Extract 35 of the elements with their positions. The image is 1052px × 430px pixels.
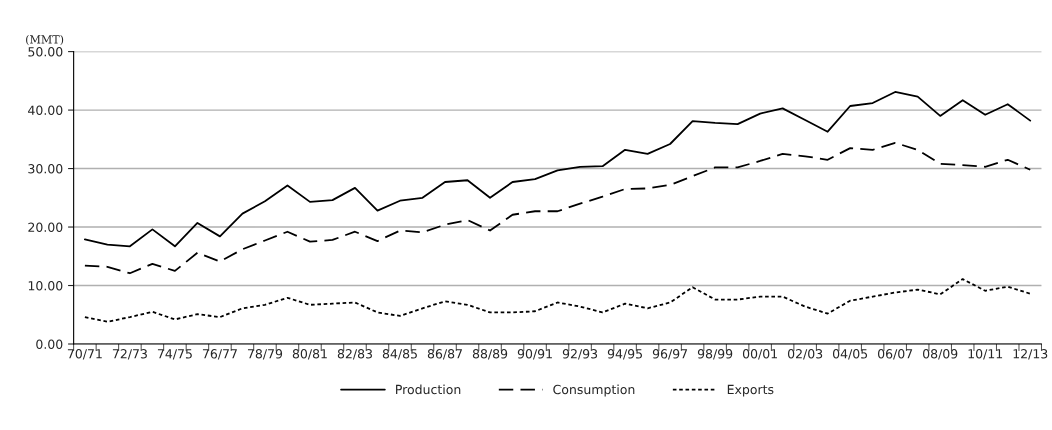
x-tick-label: 10/11 [968,349,1003,360]
legend-label: Consumption [553,384,635,397]
y-tick-label: 10.00 [28,280,63,291]
line-series [83,278,1032,323]
legend-label: Exports [727,384,774,397]
x-tick-label: 08/09 [923,349,958,360]
x-tick-label: 78/79 [247,349,283,360]
line-series [83,91,1032,248]
x-tick-label: 04/05 [832,349,868,360]
y-tick-label: 40.00 [28,105,63,116]
x-tick-label: 00/01 [742,349,777,360]
line-series [83,141,1032,275]
x-tick-label: 92/93 [562,349,598,360]
legend-label: Production [396,384,461,395]
x-tick-label: 94/95 [607,349,642,360]
x-tick-label: 70/71 [67,349,102,360]
x-tick-label: 72/73 [112,349,147,360]
x-tick-label: 12/13 [1013,349,1048,360]
x-tick-label: 98/99 [697,349,733,360]
y-axis-title: (MMT) [26,35,64,46]
y-tick-label: 50.00 [28,47,63,57]
y-tick-label: 30.00 [28,164,63,174]
x-tick-label: 96/97 [652,349,688,360]
x-tick-label: 90/91 [517,349,552,360]
x-tick-label: 76/77 [202,349,237,360]
x-tick-label: 74/75 [157,349,192,360]
x-tick-label: 06/07 [877,349,913,360]
x-tick-label: 86/87 [427,349,462,360]
x-tick-label: 82/83 [337,349,372,360]
x-tick-label: 88/89 [472,349,508,360]
x-tick-label: 02/03 [787,349,823,360]
y-tick-label: 20.00 [28,222,63,232]
x-tick-label: 80/81 [292,349,327,360]
x-tick-label: 84/85 [382,349,417,360]
y-tick-label: 0.00 [36,339,63,349]
